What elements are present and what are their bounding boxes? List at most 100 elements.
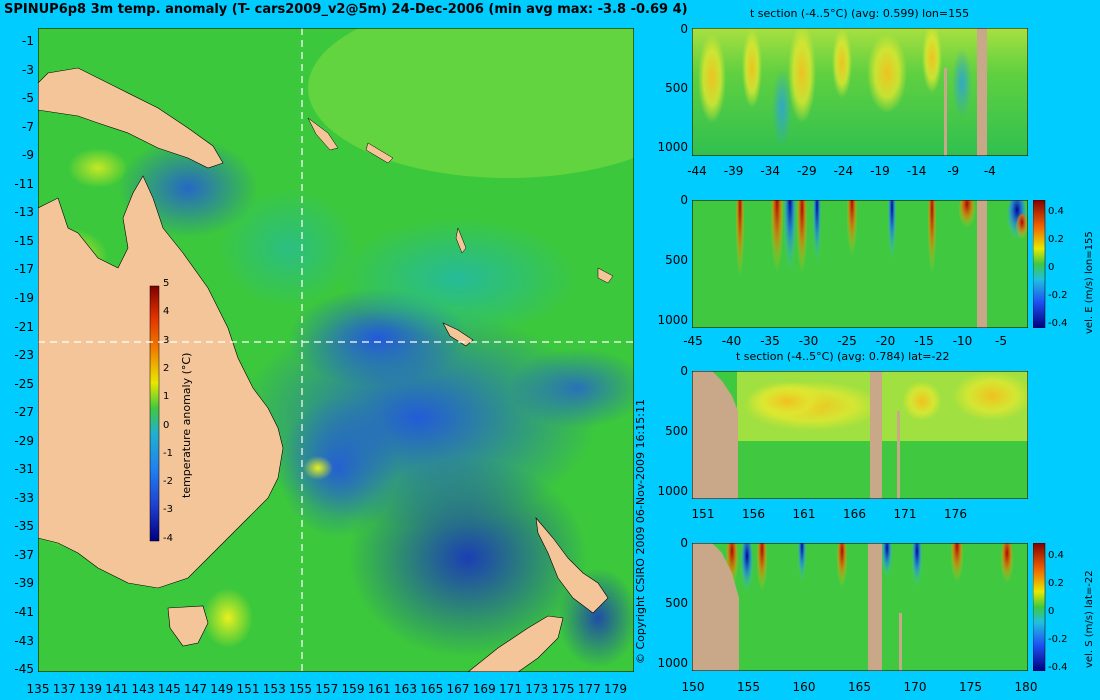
- t-section-lat-plot: [692, 371, 1028, 499]
- copyright-text: © Copyright CSIRO 2009 06-Nov-2009 16:15…: [634, 399, 647, 664]
- p3-x-tick-4: 171: [893, 507, 917, 521]
- map-colorbar-label: temperature anomaly (°C): [180, 352, 193, 498]
- panel1-title: t section (-4..5°C) (avg: 0.599) lon=155: [750, 7, 970, 20]
- p2-y-tick-1: 500: [665, 253, 688, 267]
- map-y-tick-3: -7: [22, 119, 34, 134]
- p2-cb-tick-0: 0.4: [1048, 206, 1064, 217]
- vel-s-colorbar: [1033, 543, 1046, 671]
- p3-x-tick-5: 176: [944, 507, 967, 521]
- p2-x-tick-7: -10: [952, 334, 973, 348]
- p1-x-tick-8: -4: [983, 164, 996, 178]
- p4-y-tick-0: 0: [680, 536, 688, 550]
- map-x-tick-1: 137: [52, 682, 76, 696]
- p4-cb-tick-2: 0: [1048, 606, 1055, 617]
- map-x-tick-5: 145: [157, 682, 181, 696]
- map-y-tick-8: -17: [14, 262, 34, 277]
- map-y-tick-6: -13: [14, 205, 34, 220]
- map-y-tick-9: -19: [14, 290, 34, 305]
- map-x-tick-22: 179: [604, 682, 627, 696]
- p2-cb-tick-4: -0.4: [1048, 318, 1068, 329]
- map-x-tick-4: 143: [131, 682, 155, 696]
- p4-x-tick-1: 155: [737, 680, 760, 694]
- vel-e-colorbar: [1033, 200, 1046, 328]
- map-x-tick-8: 151: [236, 682, 260, 696]
- map-x-tick-7: 149: [210, 682, 234, 696]
- map-y-tick-15: -31: [14, 462, 34, 477]
- p1-x-tick-6: -14: [906, 164, 927, 178]
- p4-x-tick-3: 165: [848, 680, 871, 694]
- map-x-tick-20: 175: [551, 682, 575, 696]
- p4-y-tick-2: 1000: [657, 656, 688, 670]
- map-colorbar: [149, 285, 160, 542]
- main-title: SPINUP6p8 3m temp. anomaly (T- cars2009_…: [4, 2, 688, 17]
- vel-e-colorbar-label: vel. E (m/s) lon=155: [1084, 231, 1095, 334]
- p4-x-tick-4: 170: [903, 680, 927, 694]
- p2-x-tick-0: -45: [683, 334, 703, 348]
- p4-x-tick-0: 150: [681, 680, 705, 694]
- map-x-tick-12: 159: [341, 682, 365, 696]
- map-x-tick-11: 157: [315, 682, 339, 696]
- p1-x-tick-7: -9: [947, 164, 960, 178]
- p3-x-tick-0: 151: [691, 507, 715, 521]
- p2-x-tick-2: -35: [760, 334, 780, 348]
- p3-x-tick-1: 156: [742, 507, 765, 521]
- p4-cb-tick-0: 0.4: [1048, 550, 1064, 561]
- p2-x-tick-1: -40: [721, 334, 742, 348]
- map-x-tick-0: 135: [26, 682, 50, 696]
- vel-s-colorbar-label: vel. S (m/s) lat=-22: [1084, 570, 1095, 668]
- p1-x-tick-5: -19: [870, 164, 890, 178]
- p2-x-tick-3: -30: [798, 334, 819, 348]
- map-x-tick-9: 153: [262, 682, 286, 696]
- p4-cb-tick-4: -0.4: [1048, 662, 1068, 673]
- p1-x-tick-1: -39: [723, 164, 744, 178]
- map-cb-tick-5: 0: [163, 419, 170, 431]
- map-y-tick-14: -29: [14, 433, 34, 448]
- map-cb-tick-0: 5: [163, 278, 170, 289]
- p1-x-tick-4: -24: [833, 164, 854, 178]
- p1-x-tick-2: -34: [760, 164, 780, 178]
- p1-x-tick-0: -44: [687, 164, 707, 178]
- p4-x-tick-2: 160: [792, 680, 816, 694]
- map-x-tick-21: 177: [577, 682, 601, 696]
- australia-land: [38, 175, 284, 589]
- map-cb-tick-2: 3: [163, 334, 170, 346]
- map-cb-tick-9: -4: [163, 532, 173, 544]
- map-y-tick-1: -3: [22, 62, 34, 77]
- panel3-title: t section (-4..5°C) (avg: 0.784) lat=-22: [736, 350, 950, 363]
- map-x-tick-14: 163: [394, 682, 417, 696]
- p4-x-tick-5: 175: [959, 680, 982, 694]
- map-x-tick-16: 167: [446, 682, 470, 696]
- map-cb-tick-6: -1: [163, 447, 173, 459]
- map-y-tick-11: -23: [14, 348, 34, 363]
- map-cb-tick-3: 2: [163, 362, 170, 374]
- map-y-tick-22: -45: [14, 662, 34, 677]
- p4-cb-tick-3: -0.2: [1048, 634, 1068, 645]
- temperature-anomaly-map: [38, 28, 634, 672]
- p3-y-tick-0: 0: [680, 364, 688, 378]
- new-guinea-land: [38, 67, 224, 169]
- map-x-tick-10: 155: [289, 682, 312, 696]
- map-y-tick-5: -11: [14, 176, 34, 191]
- map-cb-tick-8: -3: [163, 504, 173, 516]
- map-y-tick-20: -41: [14, 605, 34, 619]
- p2-cb-tick-3: -0.2: [1048, 290, 1068, 301]
- map-x-tick-18: 171: [499, 682, 522, 696]
- map-x-tick-3: 141: [105, 682, 129, 696]
- map-x-tick-6: 147: [184, 682, 207, 696]
- map-y-tick-17: -35: [14, 519, 34, 534]
- p3-y-tick-1: 500: [665, 424, 688, 438]
- map-y-tick-13: -27: [14, 405, 34, 420]
- map-y-tick-4: -9: [22, 148, 34, 163]
- p2-x-tick-8: -5: [995, 334, 1007, 348]
- map-y-tick-12: -25: [14, 376, 34, 391]
- p4-y-tick-1: 500: [665, 596, 688, 610]
- p2-y-tick-2: 1000: [657, 313, 688, 327]
- map-y-tick-18: -37: [14, 547, 34, 562]
- map-cb-tick-4: 1: [163, 391, 170, 403]
- p3-y-tick-2: 1000: [657, 484, 688, 498]
- p4-x-tick-6: 180: [1014, 680, 1038, 694]
- new-caledonia-land: [442, 322, 474, 347]
- p1-x-tick-3: -29: [796, 164, 817, 178]
- new-zealand-north-land: [535, 517, 609, 614]
- p1-y-tick-2: 1000: [657, 140, 688, 154]
